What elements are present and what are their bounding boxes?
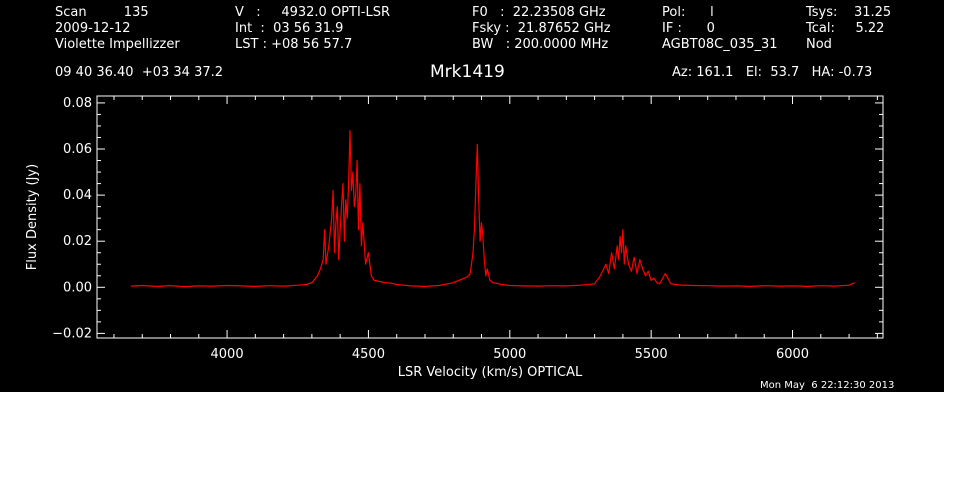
polarization: Pol: l bbox=[662, 5, 714, 20]
lst-info: LST : +08 56 57.7 bbox=[235, 37, 353, 52]
observer-name: Violette Impellizzer bbox=[55, 37, 180, 52]
y-axis-label: Flux Density (Jy) bbox=[25, 164, 40, 270]
observation-date: 2009-12-12 bbox=[55, 21, 131, 36]
procedure-name: Nod bbox=[806, 37, 832, 52]
x-axis-label: LSR Velocity (km/s) OPTICAL bbox=[398, 365, 583, 380]
x-tick-label: 5000 bbox=[493, 347, 526, 362]
y-tick-label: 0.04 bbox=[63, 188, 92, 203]
y-tick-label: −0.02 bbox=[52, 326, 92, 341]
if-number: IF : 0 bbox=[662, 21, 715, 36]
x-tick-label: 4000 bbox=[211, 347, 244, 362]
y-tick-label: 0.00 bbox=[63, 280, 92, 295]
y-tick-label: 0.02 bbox=[63, 234, 92, 249]
pointing-info: Az: 161.1 El: 53.7 HA: -0.73 bbox=[672, 65, 873, 80]
y-tick-label: 0.06 bbox=[63, 142, 92, 157]
x-tick-label: 6000 bbox=[776, 347, 809, 362]
tsys: Tsys: 31.25 bbox=[806, 5, 892, 20]
x-tick-label: 4500 bbox=[352, 347, 385, 362]
plot-frame bbox=[96, 95, 884, 339]
rest-frequency: F0 : 22.23508 GHz bbox=[472, 5, 606, 20]
y-tick-label: 0.08 bbox=[63, 96, 92, 111]
scan-number: Scan 135 bbox=[55, 5, 149, 20]
velocity-info: V : 4932.0 OPTI-LSR bbox=[235, 5, 391, 20]
spectrum-chart: 4000 4500 5000 5500 6000 −0.02 0.00 0.02 0.04 0.0… bbox=[25, 95, 884, 380]
integration-time: Int : 03 56 31.9 bbox=[235, 21, 344, 36]
x-tick-label: 5500 bbox=[635, 347, 668, 362]
spectrum-panel: Scan 135 2009-12-12 Violette Impellizzer… bbox=[0, 0, 944, 392]
project-id: AGBT08C_035_31 bbox=[662, 37, 778, 52]
source-coordinates: 09 40 36.40 +03 34 37.2 bbox=[55, 65, 224, 80]
sky-frequency: Fsky : 21.87652 GHz bbox=[472, 21, 611, 36]
spectrum-line bbox=[130, 130, 855, 288]
tcal: Tcal: 5.22 bbox=[806, 21, 885, 36]
plot-timestamp: Mon May 6 22:12:30 2013 bbox=[760, 380, 895, 391]
bandwidth: BW : 200.0000 MHz bbox=[472, 37, 609, 52]
source-title: Mrk1419 bbox=[430, 62, 505, 82]
